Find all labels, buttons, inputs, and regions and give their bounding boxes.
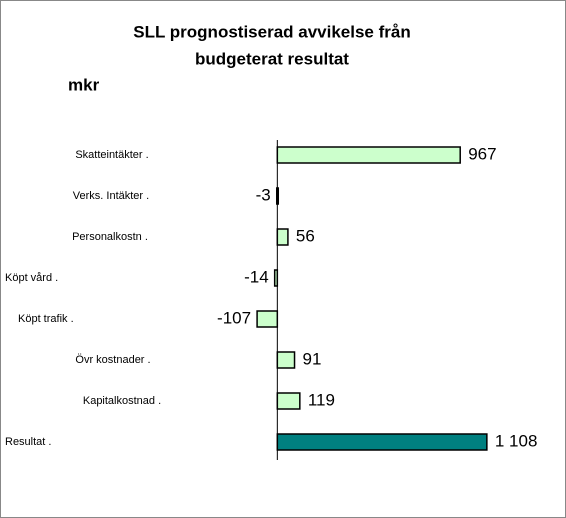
bar — [276, 392, 301, 410]
chart-title: SLL prognostiserad avvikelse från — [133, 22, 410, 41]
category-label: Personalkostn . — [72, 231, 148, 243]
subtitle: mkr — [68, 75, 100, 94]
chart-title: budgeterat resultat — [195, 49, 349, 68]
category-label: Resultat . — [5, 436, 51, 448]
category-label: Kapitalkostnad . — [83, 395, 161, 407]
value-label: 91 — [303, 349, 322, 368]
value-label: -107 — [217, 308, 251, 327]
bar — [276, 351, 296, 369]
value-label: -3 — [256, 185, 271, 204]
bar — [276, 187, 280, 205]
value-label: 119 — [308, 390, 335, 409]
bar — [276, 146, 461, 164]
category-label: Övr kostnader . — [75, 354, 150, 366]
category-label: Köpt trafik . — [18, 313, 74, 325]
value-label: 967 — [468, 144, 496, 163]
bar — [273, 269, 279, 287]
value-label: -14 — [244, 267, 269, 286]
bar — [256, 310, 279, 328]
bar — [276, 433, 488, 451]
value-label: 1 108 — [495, 431, 538, 450]
value-label: 56 — [296, 226, 315, 245]
category-label: Skatteintäkter . — [75, 149, 148, 161]
category-label: Verks. Intäkter . — [73, 190, 149, 202]
category-label: Köpt vård . — [5, 272, 58, 284]
bar — [276, 228, 289, 246]
